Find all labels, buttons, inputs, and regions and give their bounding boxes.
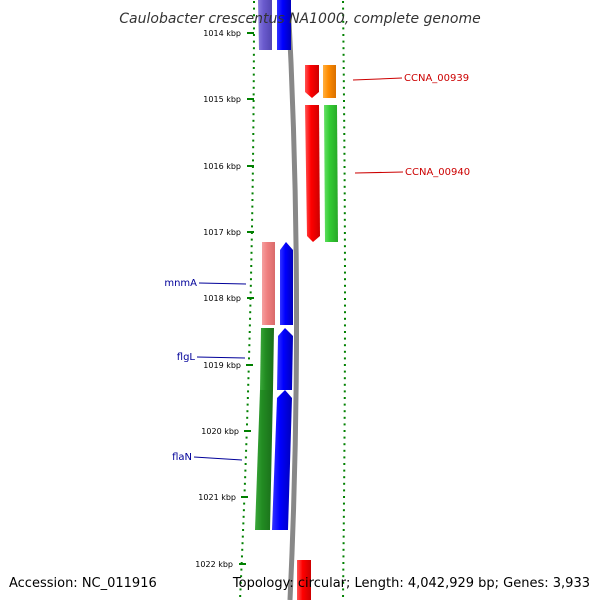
gene-ccna-00939-orange[interactable] [323, 65, 336, 98]
gene-top-blue[interactable] [277, 0, 291, 50]
genome-backbone [285, 0, 300, 600]
gene-flan-blue[interactable] [272, 390, 292, 530]
label-line-mnma [198, 282, 247, 285]
gene-flgl-blue[interactable] [277, 328, 293, 390]
gene-label-ccna-00940[interactable]: CCNA_00940 [405, 167, 470, 178]
kbp-label: 1021 kbp [198, 493, 236, 502]
gene-top-purple[interactable] [258, 0, 272, 50]
gene-flan-dark-green[interactable] [255, 390, 273, 530]
accession-text: Accession: NC_011916 [9, 576, 157, 591]
label-line-ccna-00939 [352, 77, 403, 81]
gene-flgl-dark-green[interactable] [260, 328, 274, 390]
kbp-label: 1020 kbp [201, 427, 239, 436]
kbp-label: 1015 kbp [203, 95, 241, 104]
kbp-label: 1022 kbp [195, 560, 233, 569]
gene-ccna-00940-green[interactable] [324, 105, 338, 242]
gene-mnma-blue[interactable] [280, 242, 293, 325]
kbp-label: 1014 kbp [203, 29, 241, 38]
right-tick-scale [342, 1, 346, 597]
gene-bottom-red[interactable] [297, 560, 311, 600]
map-title: Caulobacter crescentus NA1000, complete … [119, 11, 480, 27]
kbp-major-ticks [239, 32, 254, 565]
label-line-ccna-00940 [354, 171, 404, 174]
gene-label-flan[interactable]: flaN [172, 452, 192, 463]
left-tick-scale [239, 1, 255, 597]
label-line-flgl [196, 356, 246, 359]
gene-ccna-00939-red[interactable] [305, 65, 319, 98]
gene-label-mnma[interactable]: mnmA [164, 278, 197, 289]
label-line-flan [193, 456, 243, 461]
gene-mnma-pink[interactable] [262, 242, 275, 325]
gene-ccna-00940-red[interactable] [305, 105, 320, 242]
kbp-label: 1019 kbp [203, 361, 241, 370]
kbp-label: 1016 kbp [203, 162, 241, 171]
kbp-label: 1018 kbp [203, 294, 241, 303]
gene-label-flgl[interactable]: flgL [177, 352, 196, 363]
kbp-label: 1017 kbp [203, 228, 241, 237]
gene-label-ccna-00939[interactable]: CCNA_00939 [404, 73, 469, 84]
genome-summary-text: Topology: circular; Length: 4,042,929 bp… [232, 576, 590, 591]
